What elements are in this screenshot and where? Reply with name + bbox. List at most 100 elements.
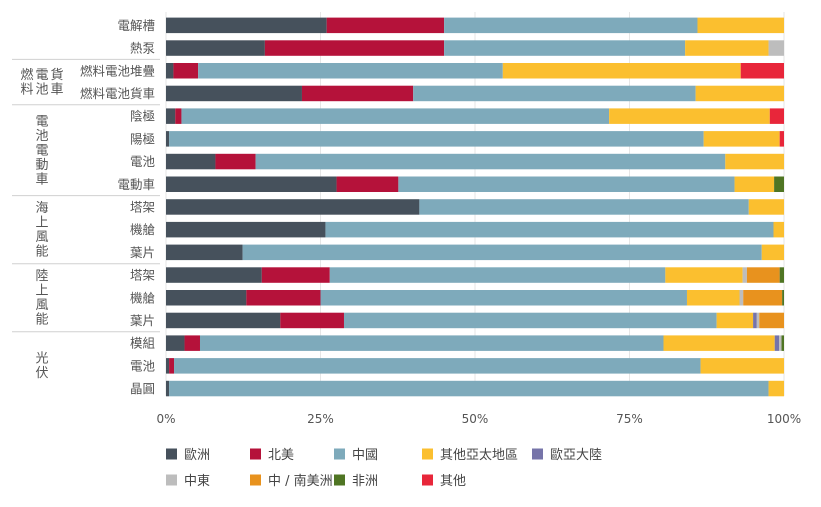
bar-segment [725, 153, 784, 170]
bar-segment [756, 312, 760, 329]
bar-segment [166, 17, 327, 34]
group-label: 海上風能 [35, 201, 48, 260]
bar-segment [199, 335, 664, 351]
legend-item: 其他 [422, 474, 466, 489]
bar-segment [746, 267, 780, 283]
bar-segment [781, 335, 784, 351]
bar-segment [169, 131, 704, 147]
bar-segment [774, 335, 780, 351]
bar-segment [320, 290, 687, 306]
bar-segment [782, 290, 784, 306]
legend-label: 中東 [184, 473, 210, 489]
group-label: 光伏 [35, 352, 48, 382]
bar-segment [419, 199, 749, 215]
x-tick-label: 0% [156, 412, 175, 426]
x-tick-label: 100% [767, 412, 801, 426]
legend-label: 北美 [268, 448, 294, 463]
legend-item: 中東 [166, 473, 210, 489]
legend-label: 非洲 [352, 474, 378, 489]
bar-segment [169, 380, 769, 397]
bar-segment [166, 85, 302, 102]
bar-segment [166, 244, 243, 261]
bar-segment [665, 267, 743, 283]
category-label: 葉片 [130, 313, 155, 328]
bar-segment [255, 153, 726, 170]
x-tick-label: 75% [616, 412, 643, 426]
legend-swatch [250, 448, 261, 460]
legend-item: 北美 [250, 448, 294, 463]
category-label: 模組 [130, 336, 155, 351]
bar-segment [166, 131, 170, 147]
bar-segment [326, 17, 445, 34]
bar-segment [329, 267, 666, 283]
bar-segment [753, 312, 757, 329]
bar-segment [779, 267, 784, 283]
legend-item: 歐洲 [166, 448, 210, 463]
bar-segment [166, 199, 420, 215]
legend-swatch [532, 448, 543, 460]
bar-segment [774, 176, 784, 192]
bar-segment [768, 380, 784, 397]
bar-segment [242, 244, 762, 261]
bar-segment [215, 153, 256, 170]
bar-segment [779, 131, 784, 147]
bar-segment [663, 335, 775, 351]
bar-segment [301, 85, 414, 102]
category-label: 機艙 [130, 290, 156, 305]
bar-segment [740, 63, 784, 79]
bar-segment [685, 40, 769, 56]
bar-segment [166, 358, 170, 374]
bar-segment [166, 380, 170, 397]
bar-segment [264, 40, 445, 56]
legend-swatch [166, 448, 177, 460]
bar-segment [261, 267, 330, 283]
bar-segment [280, 312, 344, 329]
bars [166, 17, 784, 397]
bar-segment [748, 199, 784, 215]
bar-segment [734, 176, 775, 192]
bar-segment [697, 17, 784, 34]
bar-segment [166, 40, 265, 56]
bar-segment [198, 63, 503, 79]
legend-swatch [334, 474, 345, 486]
bar-segment [166, 221, 326, 238]
legend-label: 中 / 南美洲 [268, 473, 333, 489]
legend-item: 中國 [334, 448, 378, 463]
legend-item: 非洲 [334, 474, 378, 489]
bar-segment [166, 267, 262, 283]
bar-segment [742, 267, 747, 283]
bar-segment [169, 358, 175, 374]
legend-item: 中 / 南美洲 [250, 473, 333, 489]
legend-label: 其他亞太地區 [440, 448, 518, 463]
bar-segment [444, 17, 698, 34]
bar-segment [175, 108, 182, 124]
bar-segment [398, 176, 735, 192]
legend-swatch [422, 474, 433, 486]
bar-segment [759, 312, 784, 329]
bar-segment [444, 40, 686, 56]
bar-segment [166, 312, 281, 329]
bar-segment [686, 290, 740, 306]
bar-segment [336, 176, 399, 192]
x-axis-ticks: 0% 25% 50% 75% 100% [156, 412, 801, 426]
legend-item: 其他亞太地區 [422, 448, 518, 463]
category-label: 塔架 [130, 199, 155, 214]
category-label: 晶圓 [130, 381, 155, 396]
bar-segment [703, 131, 780, 147]
legend-item: 歐亞大陸 [532, 447, 602, 463]
category-label: 熱泵 [130, 41, 155, 56]
bar-segment [761, 244, 784, 261]
category-labels: 電解槽熱泵燃料電池堆疊燃料電池貨車陰極陽極電池電動車塔架機艙葉片塔架機艙葉片模組… [80, 18, 156, 396]
legend-swatch [422, 448, 433, 460]
bar-segment [743, 290, 783, 306]
category-label: 葉片 [130, 245, 155, 260]
category-label: 塔架 [130, 268, 155, 283]
bar-segment [773, 221, 784, 238]
bar-segment [174, 358, 701, 374]
category-label: 陰極 [130, 109, 155, 124]
legend-label: 中國 [352, 448, 378, 463]
x-tick-label: 50% [462, 412, 489, 426]
